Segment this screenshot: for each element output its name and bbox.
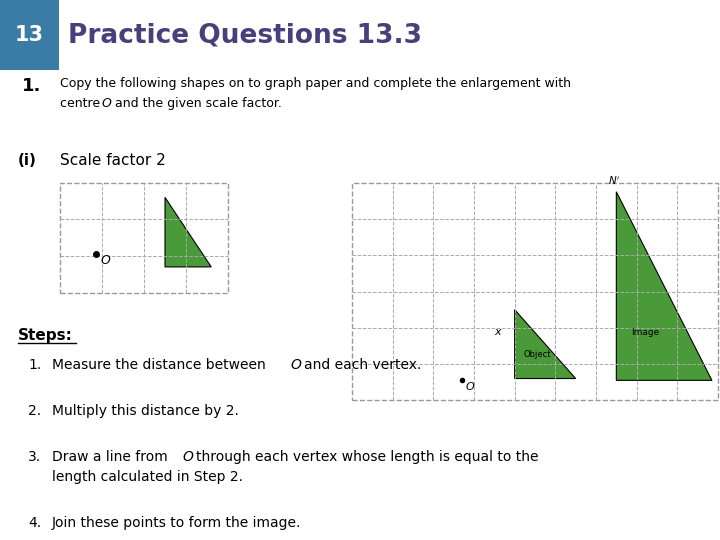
- Text: Image: Image: [631, 328, 659, 337]
- Polygon shape: [165, 197, 211, 267]
- Text: $O$: $O$: [99, 254, 111, 267]
- Text: centre: centre: [60, 97, 104, 110]
- Text: Scale factor 2: Scale factor 2: [60, 153, 166, 168]
- Bar: [60, 183, 228, 293]
- Text: 1.: 1.: [28, 359, 41, 373]
- Text: $O$: $O$: [290, 359, 302, 373]
- Text: 4.: 4.: [28, 516, 41, 530]
- Text: length calculated in Step 2.: length calculated in Step 2.: [52, 470, 243, 484]
- Text: through each vertex whose length is equal to the: through each vertex whose length is equa…: [196, 450, 539, 464]
- Text: Copy the following shapes on to graph paper and complete the enlargement with: Copy the following shapes on to graph pa…: [60, 77, 571, 90]
- Text: Object: Object: [523, 350, 551, 359]
- Text: Join these points to form the image.: Join these points to form the image.: [52, 516, 302, 530]
- Text: 3.: 3.: [28, 450, 41, 464]
- Text: Draw a line from: Draw a line from: [52, 450, 172, 464]
- Text: $O$: $O$: [101, 97, 112, 110]
- Text: 2.: 2.: [28, 404, 41, 418]
- Text: and each vertex.: and each vertex.: [304, 359, 421, 373]
- Text: 13: 13: [15, 25, 44, 45]
- Text: and the given scale factor.: and the given scale factor.: [111, 97, 282, 110]
- Text: $x$: $x$: [495, 327, 503, 337]
- Polygon shape: [515, 309, 576, 379]
- Text: 1.: 1.: [22, 77, 41, 95]
- Text: $O$: $O$: [465, 380, 475, 393]
- Bar: [0, 0, 59, 70]
- Text: $O$: $O$: [182, 450, 194, 464]
- Text: Steps:: Steps:: [18, 328, 73, 343]
- Text: $N'$: $N'$: [608, 174, 621, 186]
- Bar: [352, 183, 718, 400]
- Text: (i): (i): [18, 153, 37, 168]
- Polygon shape: [616, 192, 712, 380]
- Text: Practice Questions 13.3: Practice Questions 13.3: [68, 22, 423, 48]
- Text: Measure the distance between: Measure the distance between: [52, 359, 270, 373]
- Text: Multiply this distance by 2.: Multiply this distance by 2.: [52, 404, 239, 418]
